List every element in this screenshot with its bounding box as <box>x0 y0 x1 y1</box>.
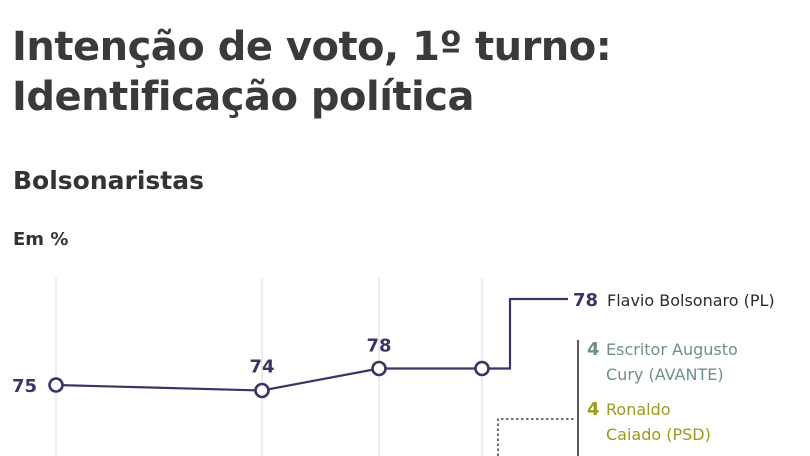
value-label-2: 78 <box>366 336 391 357</box>
data-point-2 <box>371 360 387 377</box>
legend-value-0: 78 <box>573 290 598 311</box>
legend-label-0-0: Flavio Bolsonaro (PL) <box>607 291 775 310</box>
unit-label: Em % <box>13 229 69 250</box>
legend-value-2: 4 <box>587 399 600 420</box>
chart-title: Intenção de voto, 1º turno: Identificaçã… <box>12 22 802 122</box>
legend-label-2-1: Caiado (PSD) <box>606 425 711 444</box>
value-label-1: 74 <box>249 357 274 378</box>
value-label-0: 75 <box>12 376 37 397</box>
legend-label-1-0: Escritor Augusto <box>606 340 738 359</box>
legend-label-1-1: Cury (AVANTE) <box>606 365 724 384</box>
data-point-3 <box>474 360 490 377</box>
title-line-2: Identificação política <box>12 74 474 120</box>
series-line-flavio <box>55 297 568 392</box>
chart-subtitle: Bolsonaristas <box>13 166 205 195</box>
title-line-1: Intenção de voto, 1º turno: <box>12 24 612 70</box>
legend-value-1: 4 <box>587 339 600 360</box>
dotted-connector <box>497 418 574 456</box>
legend-label-2-0: Ronaldo <box>606 400 671 419</box>
data-point-1 <box>254 382 270 399</box>
data-point-0 <box>48 377 64 393</box>
